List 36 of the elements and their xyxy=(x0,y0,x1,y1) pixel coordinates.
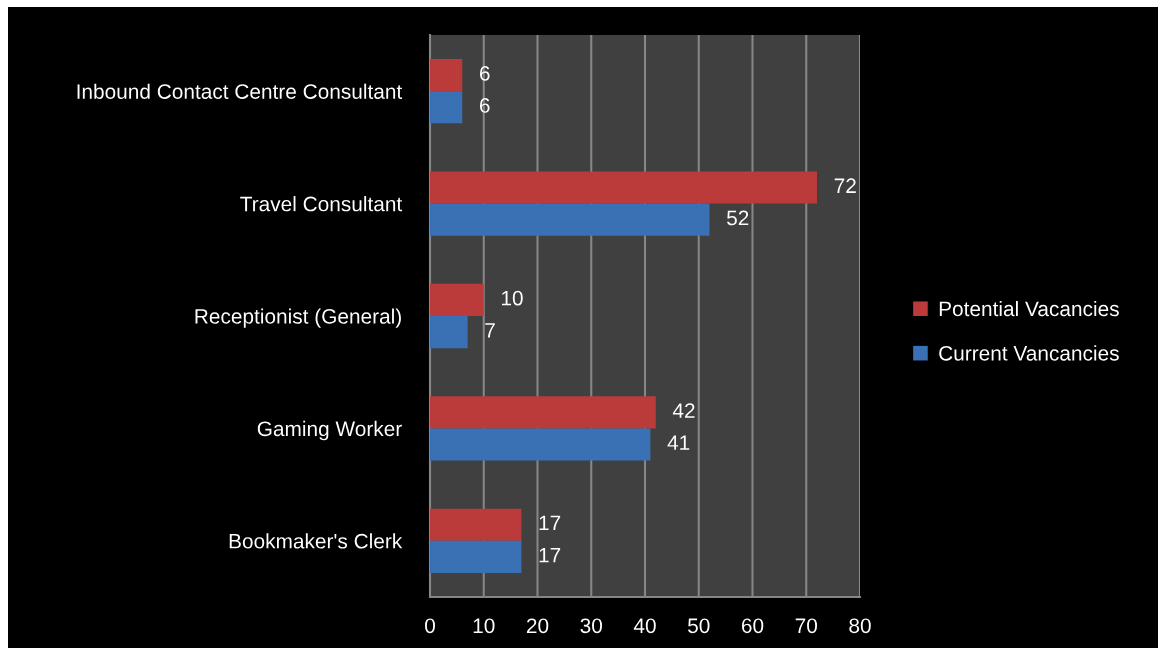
y-tick-label: Receptionist (General) xyxy=(195,308,401,328)
bar xyxy=(430,316,468,349)
data-label: 7 xyxy=(485,323,495,338)
y-tick-label: Gaming Worker xyxy=(257,420,402,441)
x-tick-label: 40 xyxy=(633,618,656,634)
x-tick-label: 50 xyxy=(688,618,710,634)
y-tick-label: Travel Consultant xyxy=(240,196,403,212)
data-label: 17 xyxy=(539,515,561,531)
data-label: 72 xyxy=(834,178,856,193)
bar xyxy=(430,171,817,204)
data-label: 6 xyxy=(479,65,490,81)
data-label: 41 xyxy=(667,435,690,450)
data-label: 10 xyxy=(502,290,523,306)
x-tick-label: 10 xyxy=(473,618,495,634)
bar xyxy=(430,540,522,573)
x-tick-label: 30 xyxy=(580,618,603,634)
bar xyxy=(430,283,484,316)
bar xyxy=(430,508,522,541)
bar xyxy=(430,203,710,236)
bar xyxy=(430,59,463,92)
legend-label: Current Vancancies xyxy=(939,345,1119,361)
y-tick-label: Bookmaker's Clerk xyxy=(229,533,403,549)
data-label: 42 xyxy=(672,403,695,418)
x-tick-label: 70 xyxy=(795,618,818,634)
bar xyxy=(430,91,463,124)
x-tick-label: 60 xyxy=(741,618,764,634)
legend-label: Potential Vacancies xyxy=(939,300,1119,317)
data-label: 17 xyxy=(539,547,561,563)
x-tick-label: 80 xyxy=(849,618,871,634)
bar xyxy=(430,428,651,461)
x-tick-label: 20 xyxy=(526,618,549,634)
x-tick-label: 0 xyxy=(425,618,435,634)
data-label: 6 xyxy=(479,98,490,113)
y-tick-label: Inbound Contact Centre Consultant xyxy=(77,83,403,99)
bar xyxy=(430,396,656,429)
data-label: 52 xyxy=(727,210,749,226)
